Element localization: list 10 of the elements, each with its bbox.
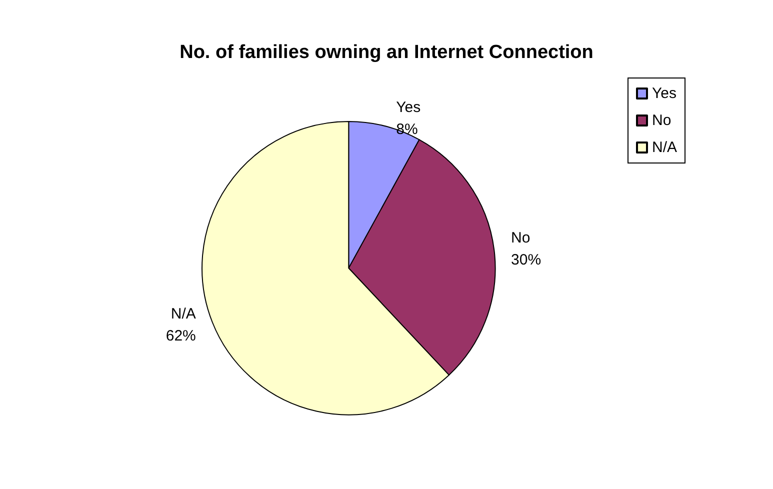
- slice-label: No: [511, 229, 530, 246]
- legend-label: N/A: [652, 139, 678, 156]
- data-label: 30%: [511, 251, 542, 268]
- chart-title: No. of families owning an Internet Connection: [180, 42, 594, 63]
- legend-label: Yes: [652, 85, 676, 102]
- slice-label: Yes: [396, 98, 421, 116]
- legend-label: No: [652, 112, 672, 129]
- data-label: 62%: [166, 328, 196, 345]
- data-label: 8%: [396, 120, 418, 138]
- slice-label: N/A: [170, 306, 196, 323]
